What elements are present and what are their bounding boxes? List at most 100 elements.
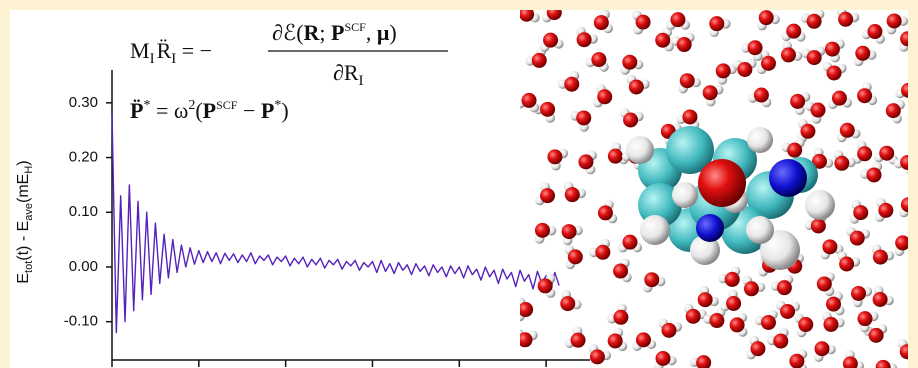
atom	[547, 149, 563, 165]
atom	[800, 123, 816, 139]
atom	[570, 332, 586, 348]
atom	[857, 88, 873, 104]
atom	[857, 311, 873, 327]
atom	[912, 35, 918, 45]
atom	[576, 32, 592, 48]
equation-force-lhs: MIR̈I = −	[130, 38, 212, 67]
atom	[900, 31, 908, 47]
atom	[753, 87, 769, 103]
atom	[786, 23, 802, 39]
atom	[655, 350, 671, 366]
atom	[787, 142, 803, 158]
atom	[872, 249, 888, 265]
atom	[826, 296, 842, 312]
atom	[760, 230, 800, 270]
atom	[798, 317, 814, 333]
atom	[591, 52, 607, 68]
atom	[679, 73, 695, 89]
atom	[607, 333, 623, 349]
atom	[811, 153, 827, 169]
atom	[743, 281, 759, 297]
atom	[702, 85, 718, 101]
atom	[672, 182, 698, 208]
atom	[900, 197, 908, 213]
atom	[834, 155, 850, 171]
atom	[589, 349, 605, 365]
atom	[789, 353, 805, 368]
atom	[838, 11, 854, 27]
atom	[635, 14, 651, 30]
atom	[520, 302, 534, 318]
atom	[875, 359, 891, 368]
atom	[520, 10, 535, 22]
y-tick-label: 0.20	[69, 149, 98, 166]
atom	[758, 10, 774, 26]
atom	[851, 285, 867, 301]
atom	[526, 10, 529, 11]
atom	[531, 52, 547, 68]
atom	[537, 278, 553, 294]
atom	[849, 230, 865, 246]
atom	[622, 54, 638, 70]
atom	[724, 271, 740, 287]
atom	[690, 235, 720, 265]
atom	[911, 345, 918, 355]
atom	[805, 190, 835, 220]
atom	[842, 356, 858, 368]
atom	[816, 276, 832, 292]
atom	[831, 90, 847, 106]
atom	[909, 93, 918, 103]
data-line	[111, 113, 560, 334]
atom	[912, 202, 918, 212]
atom	[655, 32, 671, 48]
atom	[607, 148, 623, 164]
atom	[521, 92, 537, 108]
atom	[747, 40, 763, 56]
atom	[623, 112, 639, 128]
atom	[773, 333, 789, 349]
y-tick-label: 0.10	[69, 203, 98, 220]
atom	[867, 24, 883, 40]
atom	[547, 0, 557, 9]
atom	[899, 344, 908, 360]
atom	[769, 159, 807, 197]
atom	[613, 309, 629, 325]
atom	[839, 256, 855, 272]
atom	[534, 222, 550, 238]
atom	[750, 341, 766, 357]
atom	[814, 341, 830, 357]
atom	[613, 263, 629, 279]
atom	[857, 146, 873, 162]
atom	[709, 16, 725, 32]
atom	[806, 50, 822, 66]
atom	[776, 280, 792, 296]
atom	[696, 214, 724, 242]
atom	[760, 315, 776, 331]
atom	[780, 47, 796, 63]
atom	[685, 308, 701, 324]
atom	[810, 218, 826, 234]
atom	[567, 249, 583, 265]
atom	[622, 234, 638, 250]
atom	[729, 317, 745, 333]
atom	[737, 61, 753, 77]
atom	[826, 65, 842, 81]
atom	[560, 296, 576, 312]
molecule-render	[520, 0, 918, 368]
atom	[715, 63, 731, 79]
atom	[661, 322, 677, 338]
atom	[676, 37, 692, 53]
atom	[597, 89, 613, 105]
atom	[790, 93, 806, 109]
atom	[696, 355, 712, 368]
atom	[697, 292, 713, 308]
atom	[626, 136, 654, 164]
atom	[868, 327, 884, 343]
atom	[906, 240, 908, 247]
atom	[885, 103, 901, 119]
atom	[698, 159, 746, 207]
atom	[866, 167, 882, 183]
atom	[760, 55, 776, 71]
equation-force-denominator: ∂RI	[333, 60, 364, 89]
